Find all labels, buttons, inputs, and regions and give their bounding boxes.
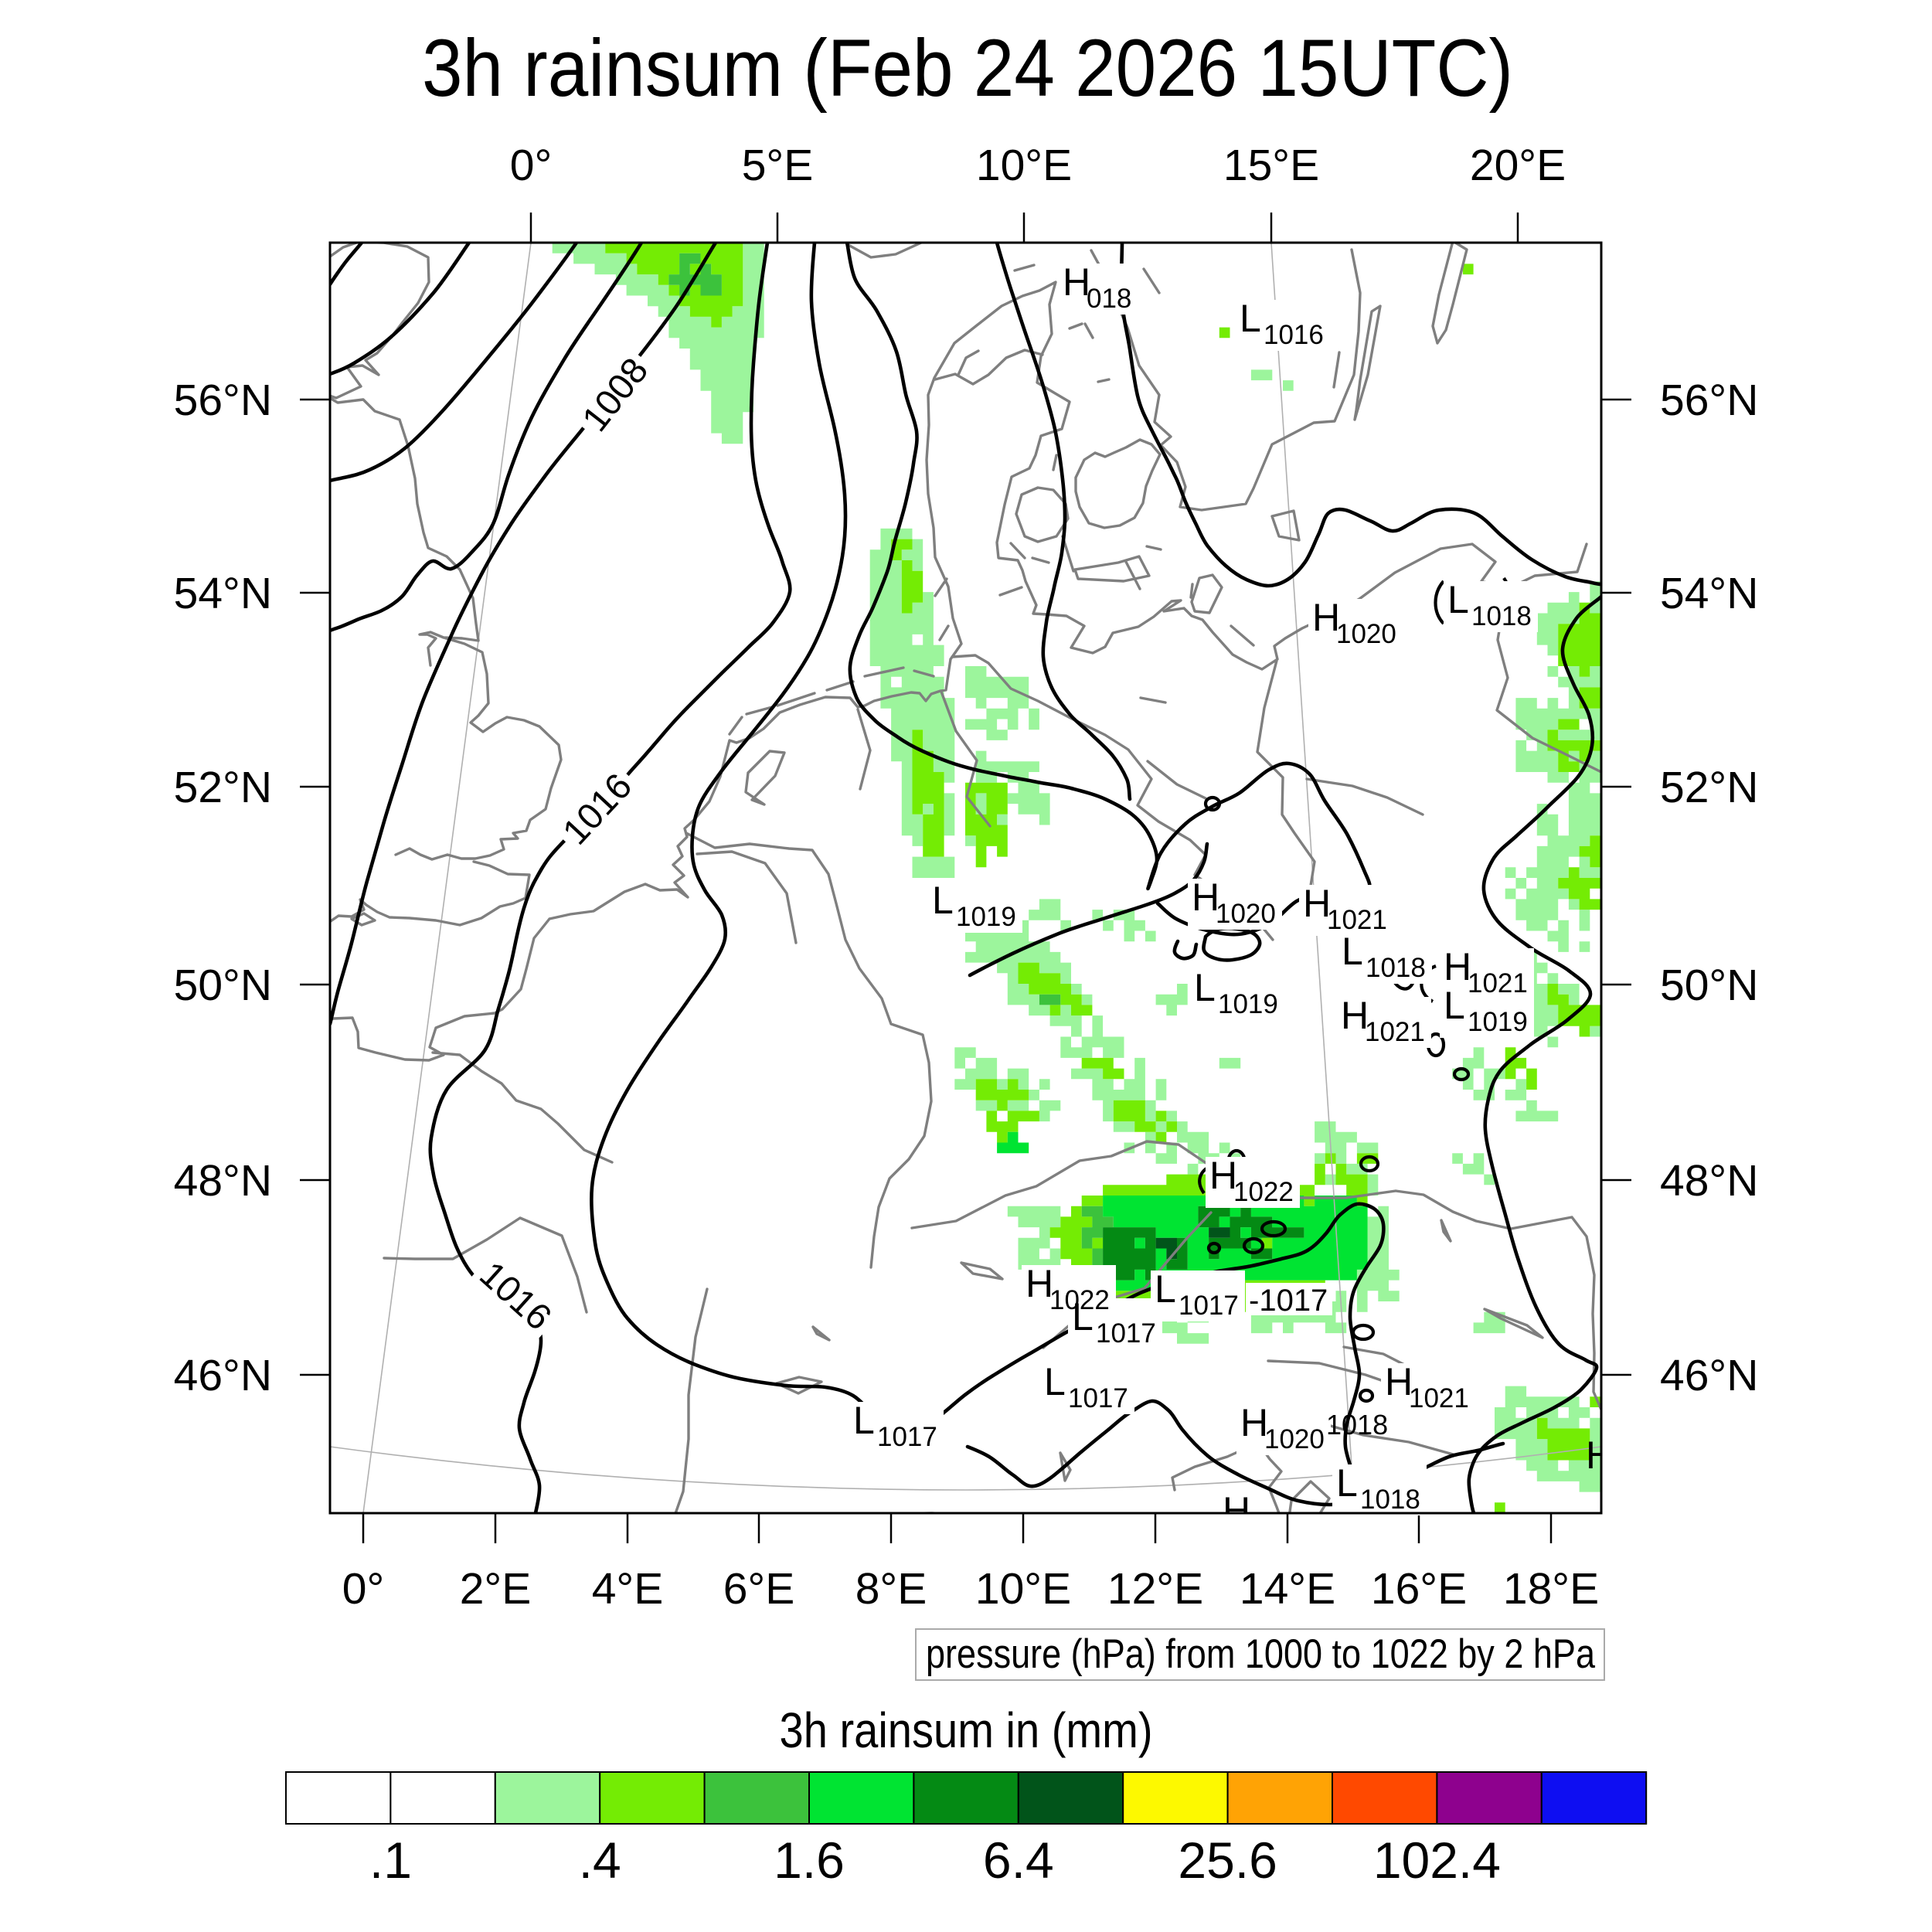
svg-text:1021: 1021 — [1409, 1383, 1469, 1413]
svg-text:46°N: 46°N — [174, 1351, 272, 1400]
svg-text:1021: 1021 — [1327, 905, 1387, 935]
svg-text:56°N: 56°N — [1660, 376, 1758, 425]
svg-text:15°E: 15°E — [1223, 141, 1319, 190]
svg-text:16°E: 16°E — [1371, 1564, 1467, 1614]
svg-text:0°: 0° — [510, 141, 553, 190]
svg-text:1019: 1019 — [956, 902, 1016, 932]
svg-text:-1017: -1017 — [1249, 1284, 1328, 1318]
svg-text:48°N: 48°N — [174, 1156, 272, 1206]
svg-text:H: H — [1385, 1360, 1413, 1403]
svg-text:102.4: 102.4 — [1373, 1832, 1501, 1889]
svg-text:12°E: 12°E — [1107, 1564, 1203, 1614]
svg-text:48°N: 48°N — [1660, 1156, 1758, 1206]
svg-text:H: H — [1312, 596, 1340, 639]
svg-text:H: H — [1341, 994, 1369, 1037]
svg-text:1016: 1016 — [1264, 320, 1324, 350]
svg-text:3h rainsum (Feb 24 2026 15UTC): 3h rainsum (Feb 24 2026 15UTC) — [422, 23, 1513, 114]
svg-text:1021: 1021 — [1468, 968, 1528, 998]
svg-text:46°N: 46°N — [1660, 1351, 1758, 1400]
svg-text:1020: 1020 — [1216, 899, 1276, 929]
svg-text:8°E: 8°E — [855, 1564, 927, 1614]
svg-text:1017: 1017 — [1068, 1383, 1128, 1413]
svg-text:L: L — [1155, 1267, 1176, 1311]
svg-text:.4: .4 — [579, 1832, 621, 1889]
svg-text:L: L — [1194, 966, 1216, 1009]
svg-text:1017: 1017 — [1179, 1291, 1239, 1321]
svg-text:56°N: 56°N — [174, 376, 272, 425]
svg-text:2°E: 2°E — [460, 1564, 532, 1614]
svg-text:1020: 1020 — [1264, 1424, 1325, 1454]
svg-text:1018: 1018 — [1471, 601, 1532, 631]
svg-text:H: H — [1209, 1154, 1237, 1197]
svg-text:018: 018 — [1087, 284, 1131, 314]
svg-text:H: H — [1063, 260, 1090, 304]
svg-text:0°: 0° — [342, 1564, 385, 1614]
svg-text:H: H — [1192, 876, 1219, 919]
svg-text:L: L — [853, 1399, 875, 1442]
svg-text:L: L — [1240, 297, 1261, 340]
svg-text:1019: 1019 — [1218, 989, 1278, 1019]
svg-text:1017: 1017 — [1096, 1318, 1156, 1349]
svg-text:L: L — [1072, 1295, 1094, 1338]
svg-text:L: L — [1447, 578, 1469, 621]
svg-text:25.6: 25.6 — [1178, 1832, 1277, 1889]
svg-text:H: H — [1223, 1489, 1250, 1532]
svg-text:1022: 1022 — [1233, 1177, 1294, 1207]
svg-text:L: L — [1342, 930, 1363, 973]
svg-text:54°N: 54°N — [1660, 569, 1758, 618]
svg-text:1021: 1021 — [1365, 1017, 1425, 1047]
svg-text:pressure (hPa) from 1000 to 10: pressure (hPa) from 1000 to 1022 by 2 hP… — [926, 1631, 1595, 1677]
svg-text:L: L — [1444, 984, 1465, 1027]
svg-text:L: L — [1044, 1360, 1066, 1403]
svg-text:1020: 1020 — [1336, 619, 1396, 649]
svg-text:20°E: 20°E — [1470, 141, 1566, 190]
svg-text:1017: 1017 — [877, 1422, 937, 1452]
svg-text:H: H — [1026, 1262, 1053, 1305]
svg-text:52°N: 52°N — [174, 763, 272, 812]
svg-text:52°N: 52°N — [1660, 763, 1758, 812]
svg-text:H: H — [1240, 1401, 1268, 1444]
svg-text:1019: 1019 — [1468, 1007, 1528, 1037]
svg-text:6°E: 6°E — [723, 1564, 795, 1614]
svg-text:18°E: 18°E — [1503, 1564, 1599, 1614]
svg-text:3h rainsum in (mm): 3h rainsum in (mm) — [780, 1702, 1153, 1758]
svg-text:H: H — [1586, 1434, 1614, 1477]
svg-text:.1: .1 — [369, 1832, 412, 1889]
svg-text:4°E: 4°E — [592, 1564, 664, 1614]
svg-text:H: H — [1303, 882, 1331, 925]
svg-text:5°E: 5°E — [742, 141, 814, 190]
svg-text:50°N: 50°N — [174, 961, 272, 1010]
svg-text:1018: 1018 — [1366, 953, 1426, 983]
svg-text:1.6: 1.6 — [774, 1832, 845, 1889]
svg-text:1022: 1022 — [1049, 1285, 1110, 1315]
svg-text:1018: 1018 — [1360, 1485, 1420, 1515]
svg-text:10°E: 10°E — [975, 1564, 1071, 1614]
svg-text:50°N: 50°N — [1660, 961, 1758, 1010]
svg-text:L: L — [932, 879, 954, 922]
svg-text:L: L — [1336, 1461, 1358, 1505]
svg-text:10°E: 10°E — [976, 141, 1072, 190]
svg-text:6.4: 6.4 — [983, 1832, 1054, 1889]
svg-text:14°E: 14°E — [1240, 1564, 1335, 1614]
svg-text:1018: 1018 — [1326, 1409, 1388, 1440]
svg-text:54°N: 54°N — [174, 569, 272, 618]
svg-text:H: H — [1444, 945, 1471, 988]
